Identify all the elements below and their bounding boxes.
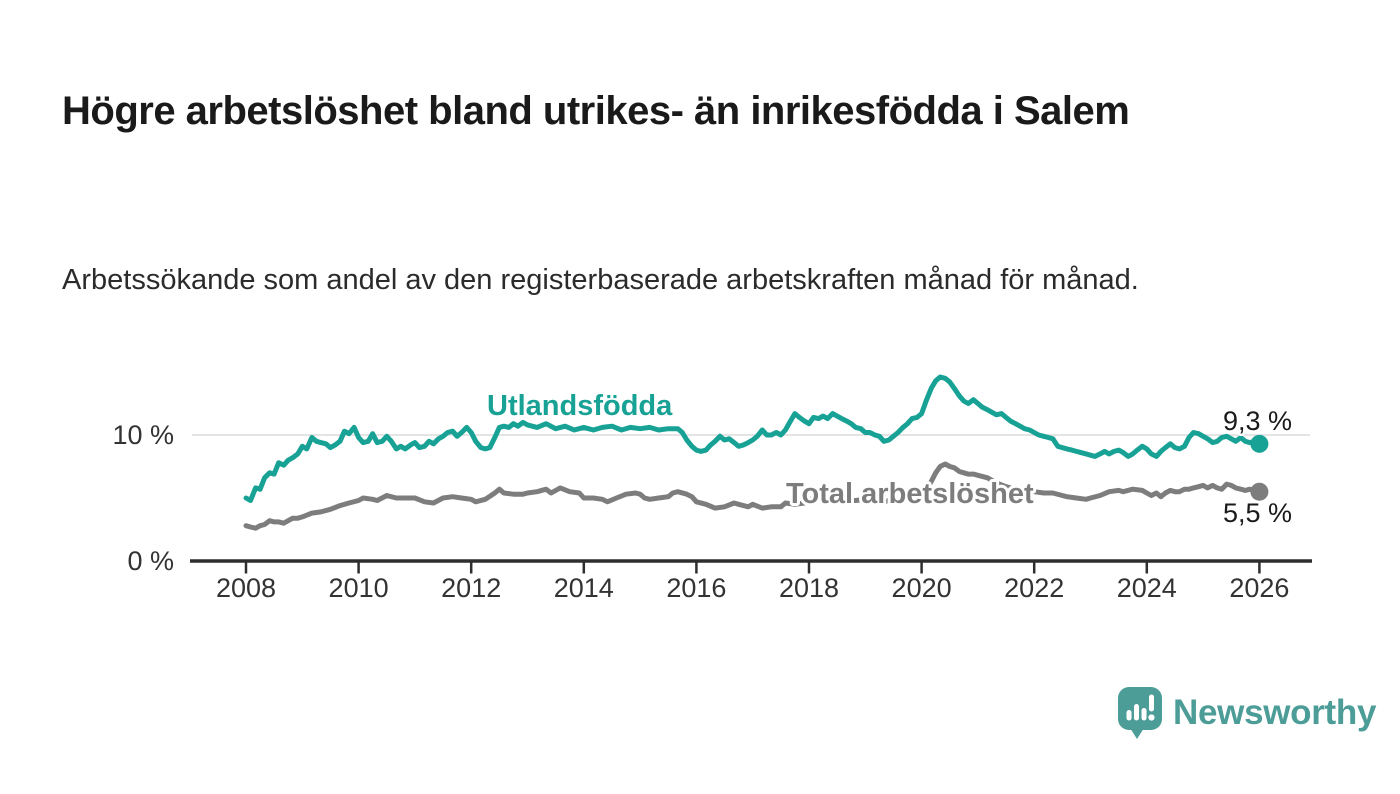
series-end-value-label: 5,5 %: [1223, 498, 1292, 528]
x-axis-tick-label: 2012: [441, 573, 501, 603]
series-end-dot: [1250, 482, 1269, 501]
x-axis-tick-label: 2024: [1117, 573, 1177, 603]
series-line-utlandsf-dda: [243, 374, 1262, 503]
page-subtitle: Arbetssökande som andel av den registerb…: [62, 264, 1139, 296]
newsworthy-speech-bubble-bar-chart-icon: [1118, 687, 1162, 739]
x-axis-tick-label: 2022: [1004, 573, 1064, 603]
x-axis-tick-label: 2010: [329, 573, 389, 603]
newsworthy-logo-text: Newsworthy: [1173, 692, 1377, 732]
y-axis-tick-label: 0 %: [127, 546, 174, 576]
series-end-value-label: 9,3 %: [1223, 406, 1292, 436]
series-inline-label: Total arbetslöshet: [786, 478, 1034, 510]
series-inline-label: Utlandsfödda: [487, 390, 673, 422]
y-axis-tick-label: 10 %: [112, 420, 174, 450]
x-axis-tick-label: 2026: [1229, 573, 1289, 603]
page-title: Högre arbetslöshet bland utrikes- än inr…: [62, 88, 1130, 133]
x-axis-tick-label: 2014: [554, 573, 614, 603]
newsworthy-logo: Newsworthy: [1117, 686, 1376, 739]
x-axis-tick-label: 2018: [779, 573, 839, 603]
series-line-total-arbetsl-shet: [243, 461, 1262, 531]
x-axis-tick-label: 2016: [666, 573, 726, 603]
x-axis-tick-label: 2008: [216, 573, 276, 603]
series-end-dot: [1250, 434, 1269, 453]
x-axis-tick-label: 2020: [892, 573, 952, 603]
